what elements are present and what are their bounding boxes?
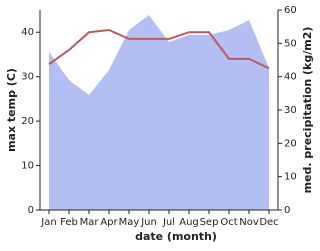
x-tick-label: Mar [80,217,100,228]
y-tick-label: 40 [21,27,34,38]
y-tick-label: 10 [21,161,34,172]
y2-axis-label: med. precipitation (kg/m2) [301,27,314,194]
chart: date (month) max temp (C) med. precipita… [5,5,314,243]
y-tick-label: 0 [28,205,34,216]
temp-line [48,28,270,70]
y2-tick-label: 20 [284,138,297,149]
x-tick-label: Sep [200,217,219,228]
y2-tick-label: 40 [284,72,297,83]
x-axis-label: date (month) [135,230,217,243]
y-tick-label: 30 [21,72,34,83]
y2-tick-label: 10 [284,172,297,183]
x-tick-label: Jan [40,217,56,228]
x-tick-label: Aug [179,217,199,228]
x-tick-label: Dec [259,217,278,228]
y2-tick-label: 0 [284,205,290,216]
x-tick-label: May [119,217,140,228]
y2-tick-label: 50 [284,38,297,49]
precipitation-area [49,15,269,210]
x-tick-label: Apr [100,217,118,228]
y-axis-label: max temp (C) [5,68,18,152]
x-tick-label: Feb [60,217,78,228]
y2-tick-label: 30 [284,105,297,116]
y2-tick-label: 60 [284,5,297,16]
x-tick-label: Oct [220,217,237,228]
x-tick-label: Nov [239,217,259,228]
y-tick-label: 20 [21,116,34,127]
x-tick-label: Jul [162,217,175,228]
x-tick-label: Jun [140,217,157,228]
